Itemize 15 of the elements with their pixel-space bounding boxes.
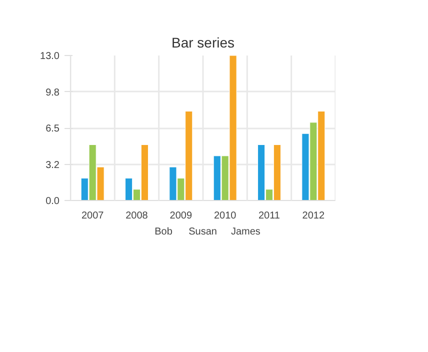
text: Bob — [154, 226, 174, 238]
y-tick-label: 9.8 — [46, 87, 60, 98]
x-tick-label: 2009 — [170, 210, 192, 222]
y-tick-label: 0.0 — [46, 196, 60, 207]
x-tick-label: 2008 — [126, 210, 148, 222]
chart-title: Bar series — [171, 34, 235, 50]
y-tick-label: 3.2 — [46, 160, 60, 171]
x-tick-label: 2012 — [302, 210, 325, 222]
text: James — [230, 226, 260, 238]
y-tick-label: 13.0 — [40, 51, 60, 62]
x-tick-label: 2010 — [214, 210, 237, 222]
text: Susan — [188, 226, 217, 238]
x-tick-label: 2011 — [258, 210, 280, 222]
y-tick-label: 6.5 — [46, 124, 60, 134]
x-tick-label: 2007 — [81, 210, 104, 222]
